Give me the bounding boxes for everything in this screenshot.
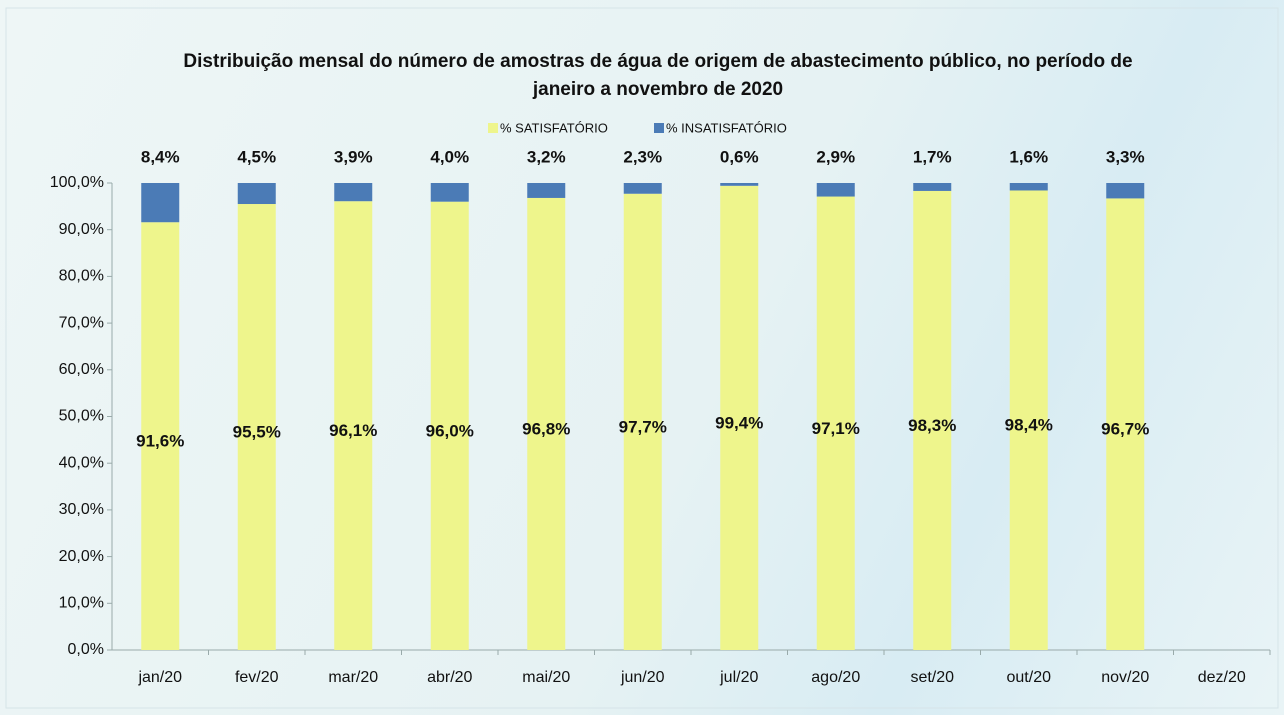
bar-segment — [816, 196, 855, 650]
bar-segment — [237, 183, 276, 205]
bar-segment — [237, 204, 276, 650]
data-label: 4,0% — [430, 147, 469, 166]
bar-segment — [720, 185, 759, 650]
bar-segment — [334, 183, 373, 202]
data-label: 97,1% — [812, 419, 860, 438]
chart-title: Distribuição mensal do número de amostra… — [183, 51, 1133, 100]
data-label: 0,6% — [720, 147, 759, 166]
data-label: 96,7% — [1101, 420, 1149, 439]
data-label: 98,4% — [1005, 416, 1053, 435]
x-tick-label: abr/20 — [427, 669, 472, 686]
y-tick-label: 80,0% — [59, 268, 104, 285]
data-label: 91,6% — [136, 432, 184, 451]
x-tick-label: jun/20 — [620, 669, 665, 686]
data-label: 98,3% — [908, 416, 956, 435]
data-label: 2,3% — [623, 147, 662, 166]
x-tick-label: ago/20 — [811, 669, 860, 686]
data-label: 1,7% — [913, 147, 952, 166]
x-tick-label: mai/20 — [522, 669, 570, 686]
bar-segment — [1009, 183, 1048, 191]
chart-border — [5, 7, 1279, 709]
data-label: 3,3% — [1106, 147, 1145, 166]
legend-swatch — [654, 123, 664, 133]
y-tick-label: 70,0% — [59, 314, 104, 331]
data-label: 4,5% — [237, 147, 276, 166]
bar-segment — [720, 183, 759, 186]
y-tick-label: 60,0% — [59, 361, 104, 378]
x-tick-label: fev/20 — [235, 669, 279, 686]
bar-segment — [334, 201, 373, 650]
bar-segment — [430, 183, 469, 202]
bar-segment — [1106, 198, 1145, 650]
y-tick-label: 100,0% — [50, 174, 104, 191]
y-tick-label: 90,0% — [59, 221, 104, 238]
x-tick-label: mar/20 — [328, 669, 378, 686]
data-label: 97,7% — [619, 417, 667, 436]
bar-segment — [527, 197, 566, 650]
bar-segment — [816, 183, 855, 197]
data-label: 95,5% — [233, 422, 281, 441]
bar-segment — [1106, 183, 1145, 199]
data-label: 3,2% — [527, 147, 566, 166]
data-label: 96,8% — [522, 419, 570, 438]
x-tick-label: dez/20 — [1198, 669, 1246, 686]
bar-segment — [913, 190, 952, 650]
legend-label: % INSATISFATÓRIO — [666, 120, 787, 135]
data-label: 1,6% — [1009, 147, 1048, 166]
x-tick-label: set/20 — [910, 669, 954, 686]
y-tick-label: 10,0% — [59, 595, 104, 612]
bar-segment — [623, 193, 662, 650]
y-tick-label: 20,0% — [59, 548, 104, 565]
x-tick-label: out/20 — [1007, 669, 1052, 686]
y-tick-label: 50,0% — [59, 408, 104, 425]
data-label: 96,0% — [426, 421, 474, 440]
x-tick-label: nov/20 — [1101, 669, 1149, 686]
bar-segment — [1009, 190, 1048, 651]
data-label: 96,1% — [329, 421, 377, 440]
bar-segment — [913, 183, 952, 191]
y-tick-label: 40,0% — [59, 454, 104, 471]
legend-label: % SATISFATÓRIO — [500, 120, 608, 135]
y-tick-label: 0,0% — [68, 641, 104, 658]
data-label: 3,9% — [334, 147, 373, 166]
bar-segment — [141, 222, 180, 650]
x-tick-label: jul/20 — [719, 669, 758, 686]
bar-segment — [623, 183, 662, 194]
bar-segment — [141, 183, 180, 223]
bar-segment — [527, 183, 566, 198]
data-label: 8,4% — [141, 147, 180, 166]
legend-swatch — [488, 123, 498, 133]
x-tick-label: jan/20 — [137, 669, 182, 686]
data-label: 99,4% — [715, 413, 763, 432]
bar-segment — [430, 201, 469, 650]
data-label: 2,9% — [816, 147, 855, 166]
y-tick-label: 30,0% — [59, 501, 104, 518]
